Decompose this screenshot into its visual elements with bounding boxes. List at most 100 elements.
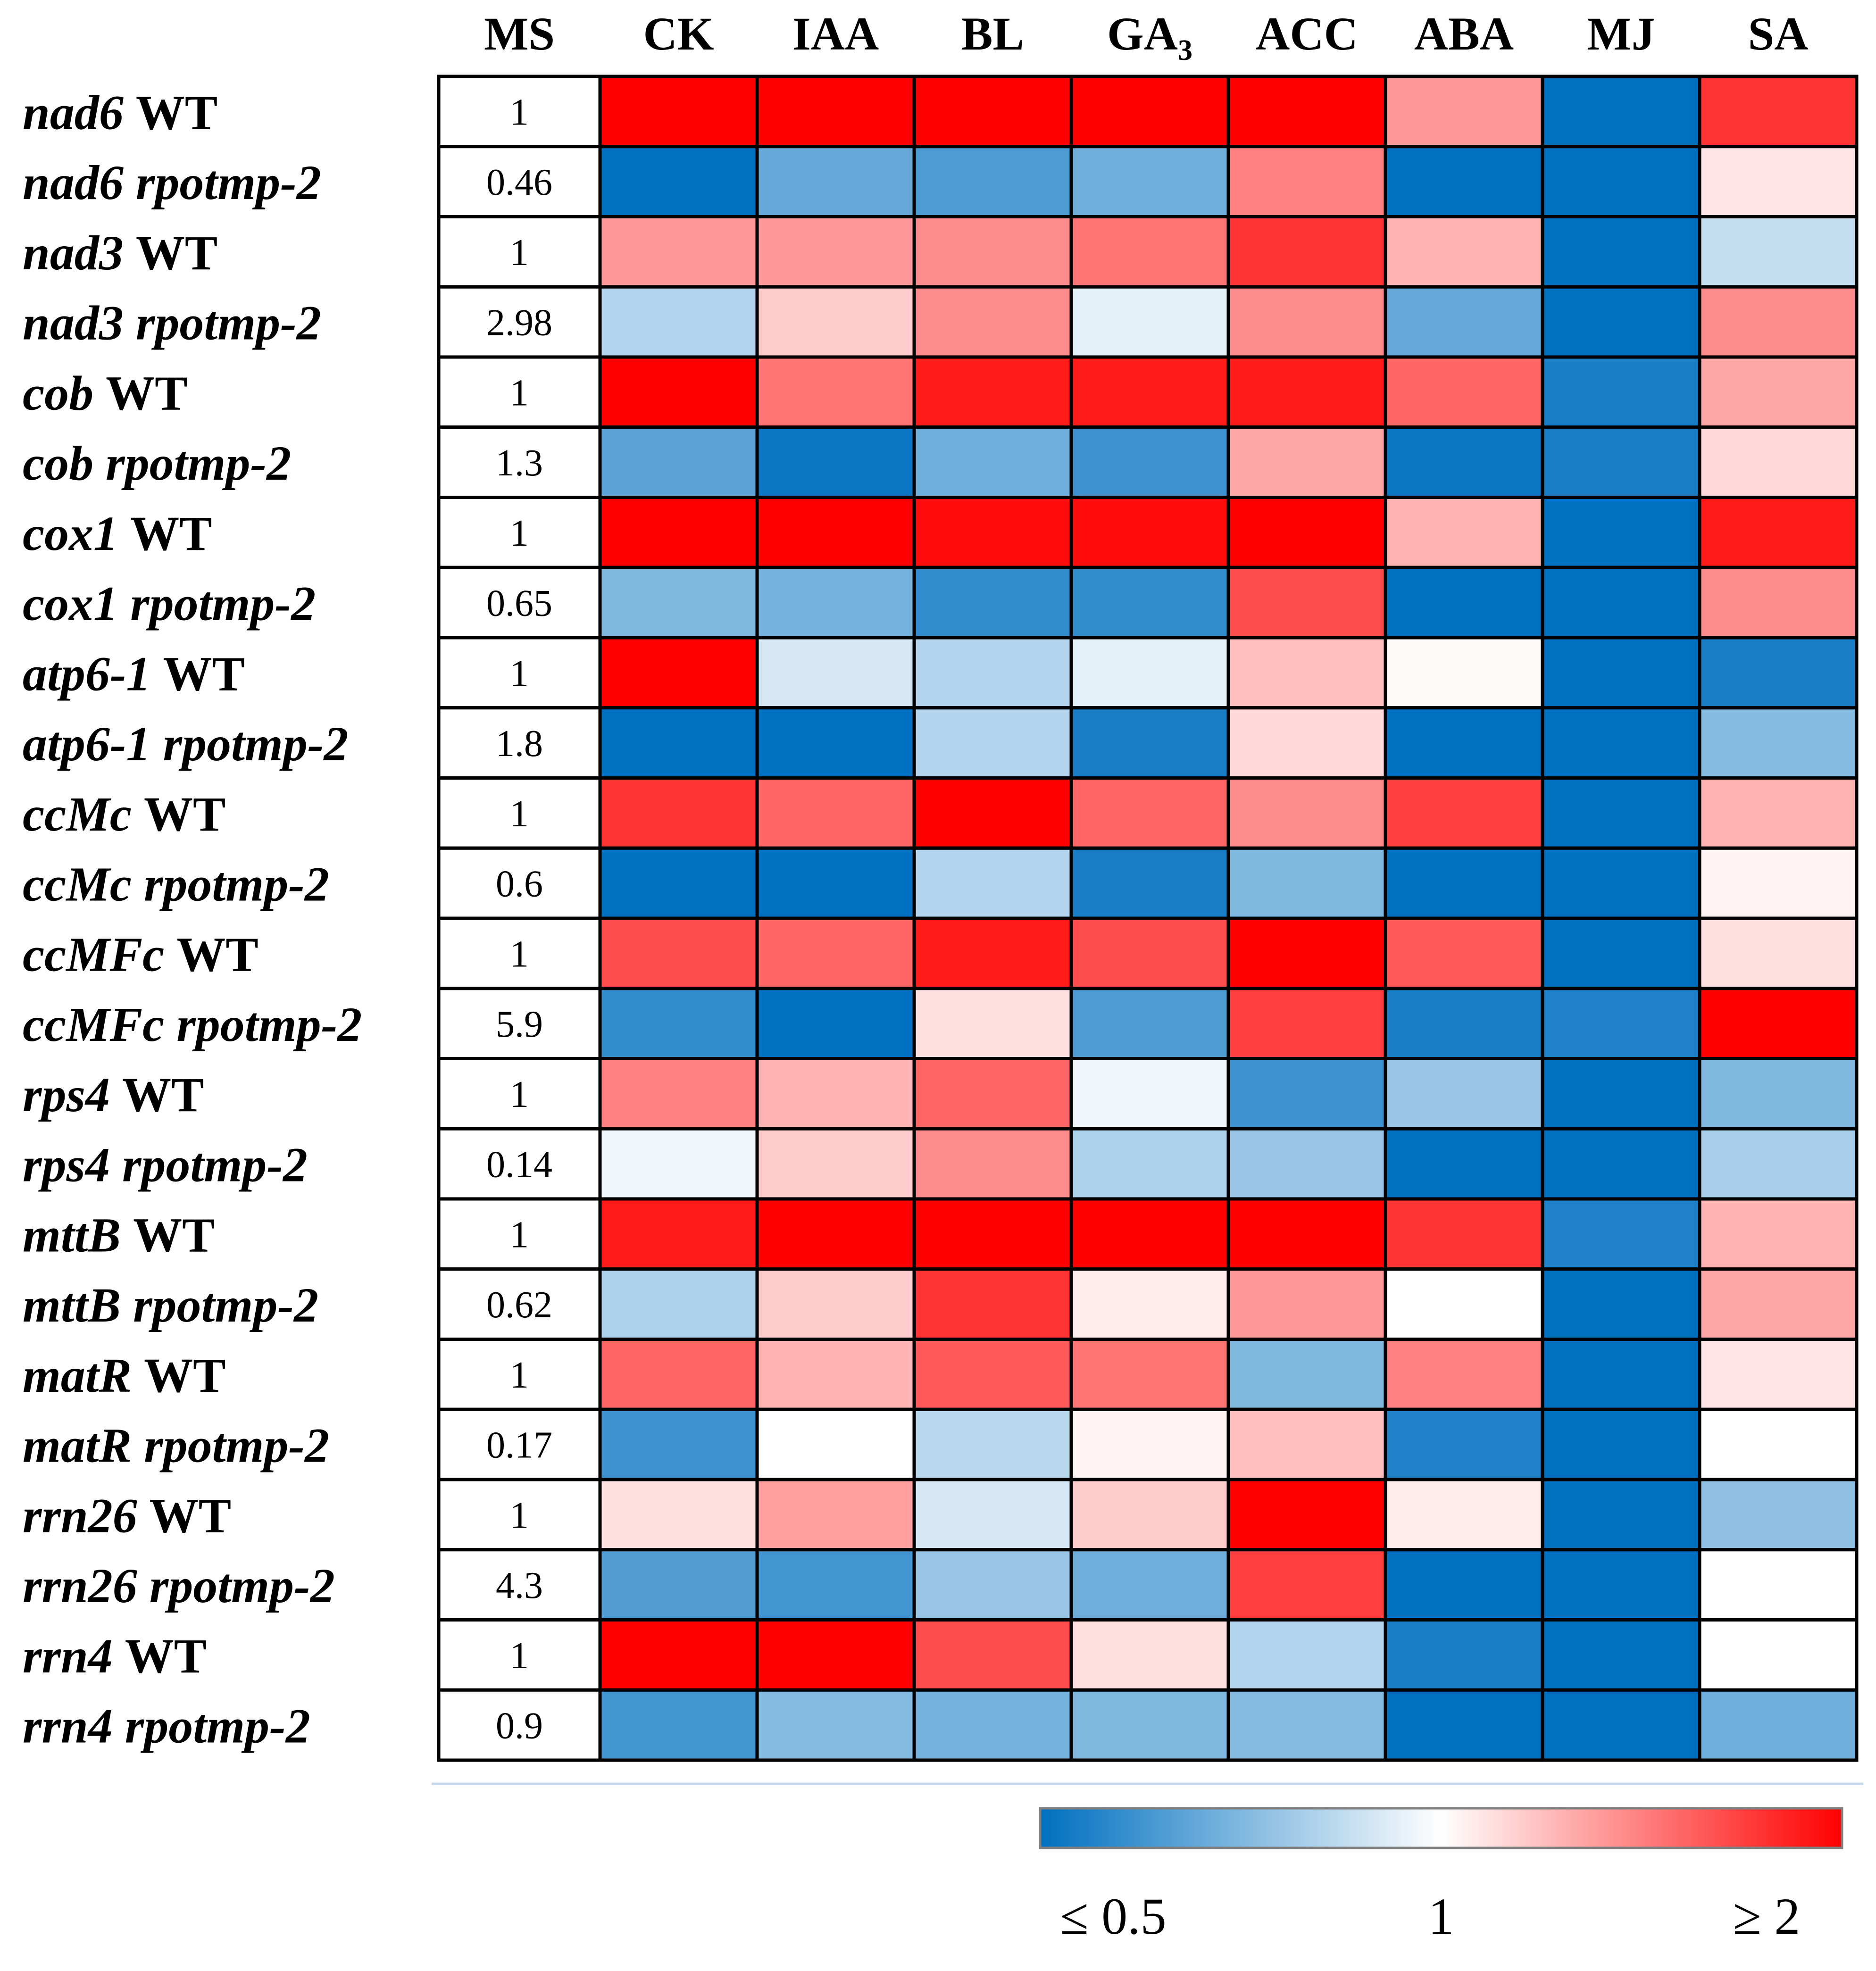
cell-ck-mttb-rpotmp-2	[598, 1267, 759, 1341]
row-label-ccmfc-wt: ccMFc WT	[23, 927, 258, 981]
cell-iaa-nad3-rpotmp-2	[755, 285, 916, 359]
ms-value-rps4-rpotmp-2: 0.14	[486, 1144, 552, 1186]
cell-ga3-ccmfc-wt	[1069, 916, 1230, 990]
row-label-rps4-rpotmp-2: rps4 rpotmp-2	[23, 1138, 308, 1192]
cell-acc-rps4-rpotmp-2	[1226, 1127, 1387, 1201]
cell-bl-mttb-wt	[912, 1197, 1073, 1271]
cell-mj-cox1-rpotmp-2	[1541, 566, 1701, 640]
cell-sa-mttb-rpotmp-2	[1698, 1267, 1859, 1341]
color-scale-legend: ≤ 0.5 1 ≥ 2	[1039, 1807, 1843, 1945]
cell-mj-rps4-wt	[1541, 1057, 1701, 1131]
cell-bl-ccmfc-rpotmp-2	[912, 987, 1073, 1060]
cell-ga3-rrn26-wt	[1069, 1478, 1230, 1552]
ms-value-rps4-wt: 1	[510, 1074, 529, 1115]
cell-sa-rps4-rpotmp-2	[1698, 1127, 1859, 1201]
cell-aba-mttb-wt	[1384, 1197, 1544, 1271]
cell-iaa-rrn4-rpotmp-2	[755, 1688, 916, 1762]
ms-value-rrn4-rpotmp-2: 0.9	[496, 1705, 543, 1747]
cell-bl-nad3-wt	[912, 215, 1073, 289]
cell-acc-mttb-rpotmp-2	[1226, 1267, 1387, 1341]
cell-bl-rrn4-rpotmp-2	[912, 1688, 1073, 1762]
cell-ga3-rps4-rpotmp-2	[1069, 1127, 1230, 1201]
ms-value-mttb-wt: 1	[510, 1214, 529, 1256]
cell-ck-ccmc-wt	[598, 776, 759, 850]
cell-sa-ccmc-wt	[1698, 776, 1859, 850]
cell-ga3-cox1-rpotmp-2	[1069, 566, 1230, 640]
cell-iaa-nad6-wt	[755, 75, 916, 149]
cell-mj-rrn4-rpotmp-2	[1541, 1688, 1701, 1762]
row-label-matr-rpotmp-2: matR rpotmp-2	[23, 1419, 329, 1473]
cell-sa-mttb-wt	[1698, 1197, 1859, 1271]
cell-ga3-matr-wt	[1069, 1338, 1230, 1411]
scale-max-label: ≥ 2	[1733, 1888, 1801, 1945]
cell-iaa-ccmc-rpotmp-2	[755, 846, 916, 920]
cell-acc-nad6-rpotmp-2	[1226, 145, 1387, 218]
cell-ga3-nad3-wt	[1069, 215, 1230, 289]
cell-bl-rps4-rpotmp-2	[912, 1127, 1073, 1201]
cell-ck-rps4-rpotmp-2	[598, 1127, 759, 1201]
ms-value-nad3-rpotmp-2: 2.98	[486, 302, 552, 344]
cell-sa-nad6-rpotmp-2	[1698, 145, 1859, 218]
column-label-ga3: GA3	[1107, 8, 1192, 67]
cell-ga3-mttb-wt	[1069, 1197, 1230, 1271]
cell-mj-cox1-wt	[1541, 496, 1701, 569]
cell-mj-nad6-rpotmp-2	[1541, 145, 1701, 218]
cell-ck-mttb-wt	[598, 1197, 759, 1271]
cell-acc-rps4-wt	[1226, 1057, 1387, 1131]
cell-aba-rrn4-wt	[1384, 1618, 1544, 1692]
cell-ms-matr-wt	[437, 1338, 602, 1411]
cell-ga3-rrn4-wt	[1069, 1618, 1230, 1692]
row-label-rrn26-rpotmp-2: rrn26 rpotmp-2	[23, 1559, 335, 1613]
cell-ga3-ccmfc-rpotmp-2	[1069, 987, 1230, 1060]
cell-mj-rrn26-rpotmp-2	[1541, 1548, 1701, 1622]
cell-ck-cob-wt	[598, 355, 759, 429]
cell-aba-ccmc-rpotmp-2	[1384, 846, 1544, 920]
cell-aba-nad6-rpotmp-2	[1384, 145, 1544, 218]
row-label-rps4-wt: rps4 WT	[23, 1068, 204, 1122]
row-labels: nad6 WT nad6 rpotmp-2 nad3 WT nad3 rpotmp-2…	[23, 85, 362, 1753]
cell-bl-atp6-1-rpotmp-2	[912, 706, 1073, 780]
cell-aba-rrn4-rpotmp-2	[1384, 1688, 1544, 1762]
column-label-iaa: IAA	[792, 8, 879, 60]
row-label-nad3-wt: nad3 WT	[23, 226, 217, 280]
cell-sa-nad3-rpotmp-2	[1698, 285, 1859, 359]
cell-acc-cob-rpotmp-2	[1226, 425, 1387, 499]
ms-value-atp6-1-wt: 1	[510, 653, 529, 694]
cell-ck-cox1-wt	[598, 496, 759, 569]
cell-ga3-ccmc-wt	[1069, 776, 1230, 850]
ms-value-cox1-wt: 1	[510, 513, 529, 554]
cell-acc-rrn4-wt	[1226, 1618, 1387, 1692]
cell-iaa-matr-wt	[755, 1338, 916, 1411]
cell-iaa-ccmc-wt	[755, 776, 916, 850]
cell-ga3-nad3-rpotmp-2	[1069, 285, 1230, 359]
cell-iaa-cob-wt	[755, 355, 916, 429]
cell-bl-ccmfc-wt	[912, 916, 1073, 990]
cell-aba-cob-wt	[1384, 355, 1544, 429]
cell-sa-ccmfc-rpotmp-2	[1698, 987, 1859, 1060]
cell-ck-rrn4-wt	[598, 1618, 759, 1692]
cell-bl-ccmc-wt	[912, 776, 1073, 850]
cell-bl-nad6-wt	[912, 75, 1073, 149]
row-label-cox1-wt: cox1 WT	[23, 507, 212, 561]
cell-ga3-nad6-wt	[1069, 75, 1230, 149]
scale-mid-label: 1	[1428, 1888, 1454, 1945]
cell-iaa-nad6-rpotmp-2	[755, 145, 916, 218]
cell-bl-matr-wt	[912, 1338, 1073, 1411]
cell-iaa-ccmfc-wt	[755, 916, 916, 990]
cell-ck-atp6-1-rpotmp-2	[598, 706, 759, 780]
row-label-cob-rpotmp-2: cob rpotmp-2	[23, 436, 291, 491]
ms-value-ccmfc-wt: 1	[510, 933, 529, 975]
cell-iaa-atp6-1-wt	[755, 636, 916, 710]
cell-bl-ccmc-rpotmp-2	[912, 846, 1073, 920]
cell-ck-ccmfc-wt	[598, 916, 759, 990]
cell-bl-rrn26-rpotmp-2	[912, 1548, 1073, 1622]
cell-ck-matr-rpotmp-2	[598, 1407, 759, 1481]
row-label-cob-wt: cob WT	[23, 366, 188, 420]
cell-ck-matr-wt	[598, 1338, 759, 1411]
cell-ms-cob-rpotmp-2	[437, 425, 602, 499]
cell-sa-rps4-wt	[1698, 1057, 1859, 1131]
cell-sa-cob-wt	[1698, 355, 1859, 429]
ms-value-nad3-wt: 1	[510, 232, 529, 274]
cell-ga3-atp6-1-rpotmp-2	[1069, 706, 1230, 780]
cell-iaa-nad3-wt	[755, 215, 916, 289]
